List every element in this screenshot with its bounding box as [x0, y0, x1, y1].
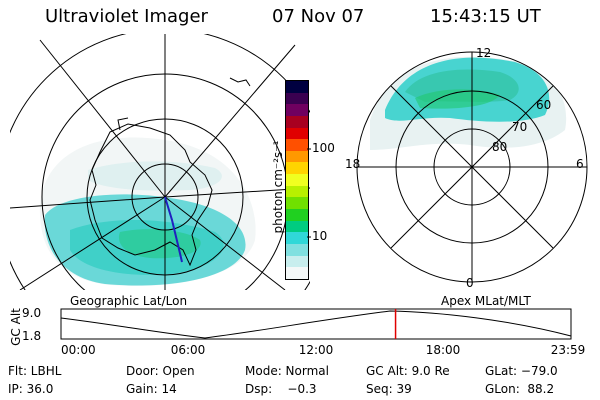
mlat-label-80: 80: [492, 140, 508, 154]
mlt-label-top: 12: [476, 46, 492, 60]
colorbar: [285, 80, 309, 280]
colorbar-band: [286, 209, 308, 221]
left-panel-label: Geographic Lat/Lon: [70, 294, 188, 308]
colorbar-tick-mark-100: [307, 148, 311, 150]
info-ip: IP: 36.0: [8, 382, 54, 396]
colorbar-band: [286, 174, 308, 186]
time-tick-4: 23:59: [550, 343, 586, 357]
info-seq: Seq: 39: [366, 382, 412, 396]
mlat-label-70: 70: [512, 120, 528, 134]
time-tick-1: 06:00: [170, 343, 206, 357]
mlt-label-bottom: 0: [466, 276, 474, 290]
info-glat: GLat: −79.0: [485, 364, 558, 378]
info-dsp: Dsp: −0.3: [245, 382, 317, 396]
altitude-tick-low: 1.8: [22, 329, 42, 343]
info-mode: Mode: Normal: [245, 364, 329, 378]
mlat-label-60: 60: [536, 98, 552, 112]
colorbar-band: [286, 255, 308, 268]
colorbar-tick-100: 100: [312, 141, 335, 155]
colorbar-band: [286, 115, 308, 128]
colorbar-band: [286, 220, 308, 233]
info-door: Door: Open: [126, 364, 195, 378]
colorbar-band: [286, 127, 308, 140]
colorbar-band: [286, 267, 308, 279]
colorbar-band: [286, 197, 308, 210]
time-tick-3: 18:00: [425, 343, 461, 357]
colorbar-tick-mark-10: [307, 236, 311, 238]
time-label: 15:43:15 UT: [430, 6, 541, 27]
mlt-label-right: 6: [576, 157, 584, 171]
colorbar-band: [286, 139, 308, 151]
info-gc-alt: GC Alt: 9.0 Re: [366, 364, 450, 378]
colorbar-band: [286, 232, 308, 244]
info-filter: Flt: LBHL: [8, 364, 62, 378]
altitude-tick-high: 9.0: [22, 306, 42, 320]
colorbar-band: [286, 162, 308, 175]
altitude-curve: [60, 310, 572, 339]
mlt-label-left: 18: [345, 157, 361, 171]
info-glon: GLon: 88.2: [485, 382, 555, 396]
colorbar-band: [286, 243, 308, 256]
instrument-title: Ultraviolet Imager: [45, 6, 208, 27]
info-gain: Gain: 14: [126, 382, 177, 396]
date-label: 07 Nov 07: [272, 6, 365, 27]
colorbar-band: [286, 150, 308, 163]
colorbar-band: [286, 185, 308, 198]
time-tick-2: 12:00: [298, 343, 334, 357]
colorbar-band: [286, 92, 308, 105]
colorbar-tick-10: 10: [312, 229, 328, 243]
colorbar-band: [286, 81, 308, 93]
time-tick-0: 00:00: [61, 343, 96, 357]
colorbar-band: [286, 104, 308, 116]
right-panel-label: Apex MLat/MLT: [441, 294, 531, 308]
